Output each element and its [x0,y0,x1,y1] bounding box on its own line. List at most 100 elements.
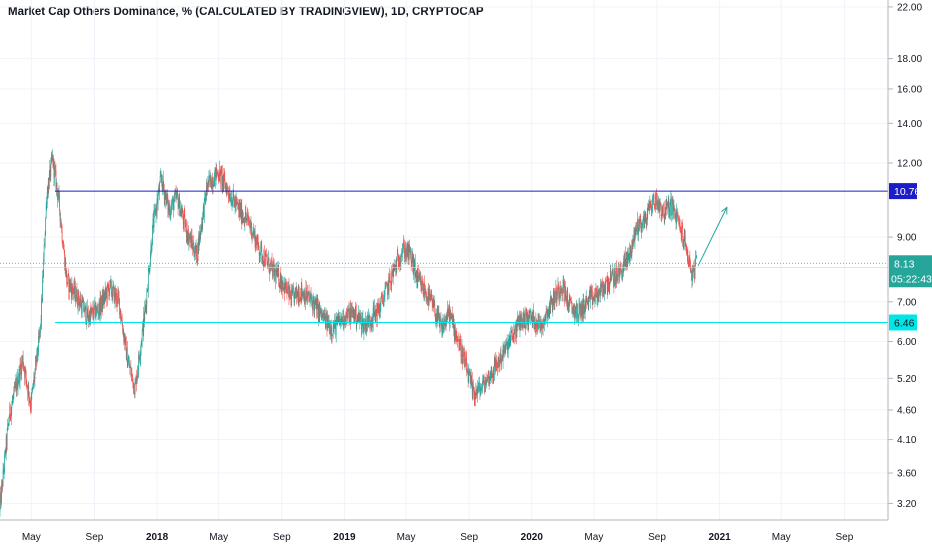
candle-body [335,320,337,336]
candle-body [196,245,197,263]
candle-body [645,218,647,223]
candle-body [396,258,398,273]
candle-body [193,251,195,257]
candle-body [601,284,603,286]
candle-body [44,233,46,245]
price-axis[interactable]: 22.00 18.00 16.00 14.00 12.00 9.00 7.00 6.00 5.2… [888,2,922,510]
candle-body [585,298,587,299]
candle-body [163,186,165,190]
candle-body [694,265,696,279]
candle-body [305,287,307,299]
candle-body [627,257,629,264]
candle-body [266,255,267,257]
candle-body [618,267,620,277]
candle-body [402,249,404,251]
time-axis[interactable]: May Sep 2018 May Sep 2019 May Sep 2020 May Sep 2021… [22,532,854,543]
candle-body [300,283,302,300]
candle-body [629,253,631,260]
candle-body [58,191,60,194]
candle-body [539,321,541,331]
candle-body [216,167,217,176]
candle-body [74,283,75,294]
candle-body [582,304,583,314]
candle-body [149,268,150,273]
candle-body [288,285,290,299]
candle-body [670,199,671,215]
candle-body [421,281,423,291]
candle-body [338,316,340,322]
candle-body [218,177,220,179]
arrow-shaft[interactable] [697,207,728,267]
candle-body [78,290,79,302]
candle-body [369,316,370,323]
candle-body [692,270,693,282]
candle-body [387,280,389,295]
candle-body [161,182,163,191]
candle-body [67,274,69,276]
candle-body [83,311,85,313]
candle-body [695,257,697,258]
candle-body [402,250,403,254]
candle-body [648,203,650,210]
candle-body [412,255,414,269]
candle-body [28,398,30,400]
candle-body [177,190,178,197]
candle-body [577,316,579,319]
candle-body [514,329,516,339]
candle-body [182,217,184,225]
candle-body [378,310,380,315]
candle-body [291,289,293,294]
candle-body [243,220,245,225]
candle-body [204,193,206,197]
candle-body [118,292,119,297]
candle-body [103,295,105,304]
candle-body [260,243,262,246]
candle-body [138,354,140,359]
candle-body [515,326,517,330]
candle-body [477,387,478,399]
candle-body [610,278,612,280]
candle-body [674,207,675,209]
candle-body [156,206,157,212]
candle-body [391,270,393,273]
candle-body [248,221,250,224]
candle-body [479,387,481,394]
candle-body [356,319,358,323]
candle-body [4,450,6,455]
candle-body [175,192,176,195]
candle-body [628,247,630,256]
candle-body [59,209,61,222]
candle-body [384,295,385,298]
candle-body [377,303,379,306]
candle-body [247,214,249,216]
candle-body [623,258,625,266]
candle-body [151,245,153,251]
candle-body [470,375,472,384]
candle-body [362,320,363,328]
candle-body [349,318,350,323]
candle-body [538,315,540,320]
candle-body [321,313,323,319]
candle-body [107,284,109,287]
candle-body [663,203,665,219]
candle-body [189,236,191,240]
candle-body [370,320,371,326]
candle-body [230,200,231,202]
candle-body [601,284,602,289]
candle-body [589,291,591,302]
candle-body [102,293,104,310]
candle-body [658,200,659,205]
candle-body [450,313,452,315]
candle-body [661,206,663,215]
candle-body [556,293,558,302]
candle-body [468,371,469,383]
candle-body [445,321,446,326]
candle-body [160,175,162,177]
candle-body [664,213,666,219]
candle-body [651,206,653,212]
candle-body [310,294,311,299]
candle-body [188,228,189,243]
candle-body [687,256,689,261]
candle-body [290,296,291,298]
